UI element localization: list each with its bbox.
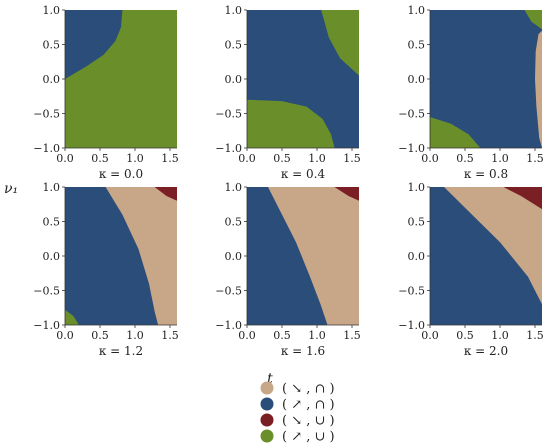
x-tick-label: 1.5 <box>161 329 179 342</box>
region <box>247 187 328 325</box>
x-tick-label: 0.0 <box>421 329 439 342</box>
x-tick-label: 1.0 <box>491 152 509 165</box>
legend-item: ( ↗ , ∩ ) <box>260 397 335 413</box>
legend-label: ( ↘ , ∪ ) <box>282 414 335 429</box>
panel-title: κ = 0.0 <box>99 167 143 181</box>
panel-title: κ = 1.6 <box>281 344 325 358</box>
panel: 1.00.50.0−0.5−1.00.0 0.5 1.0 1.5κ = 1.2 <box>33 181 178 358</box>
y-tick-label: 0.0 <box>408 250 426 263</box>
region <box>65 10 123 79</box>
x-tick-label: 0.5 <box>91 152 109 165</box>
y-tick-label: 0.0 <box>225 250 243 263</box>
y-tick-label: 0.0 <box>43 250 61 263</box>
y-tick-label: 0.5 <box>408 39 426 52</box>
y-tick-label: −1.0 <box>215 319 242 332</box>
y-tick-label: 1.0 <box>225 181 243 194</box>
x-tick-label: 1.5 <box>526 152 544 165</box>
panel-title: κ = 0.4 <box>281 167 326 181</box>
legend-item: ( ↘ , ∪ ) <box>260 413 335 429</box>
x-axis-label: t <box>267 371 273 387</box>
x-tick-label: 1.5 <box>343 152 361 165</box>
x-tick-label: 0.5 <box>456 329 474 342</box>
region <box>247 99 335 148</box>
y-tick-label: −1.0 <box>33 319 60 332</box>
panel-title: κ = 1.2 <box>99 344 143 358</box>
x-tick-label: 1.0 <box>126 329 144 342</box>
y-tick-label: −0.5 <box>33 108 60 121</box>
y-tick-label: 1.0 <box>225 4 243 17</box>
y-tick-label: 0.0 <box>225 73 243 86</box>
x-tick-label: 0.0 <box>421 152 439 165</box>
y-tick-label: −1.0 <box>398 319 425 332</box>
legend-swatch <box>260 413 274 427</box>
region <box>321 10 359 76</box>
x-tick-label: 0.5 <box>91 329 109 342</box>
y-tick-label: −0.5 <box>215 108 242 121</box>
region <box>334 187 359 201</box>
legend-label: ( ↗ , ∪ ) <box>282 430 335 444</box>
panel: 1.00.50.0−0.5−1.00.0 0.5 1.0 1.5κ = 0.0 <box>33 4 178 181</box>
x-tick-label: 0.5 <box>273 152 291 165</box>
y-tick-label: 0.5 <box>225 216 243 229</box>
region <box>65 309 79 325</box>
x-tick-label: 0.0 <box>238 152 256 165</box>
y-tick-label: 0.5 <box>225 39 243 52</box>
region <box>535 30 542 149</box>
legend-label: ( ↘ , ∩ ) <box>282 382 335 397</box>
x-tick-label: 1.0 <box>308 329 326 342</box>
y-axis-label: ν₁ <box>4 181 18 197</box>
y-tick-label: −1.0 <box>215 142 242 155</box>
x-tick-label: 0.0 <box>56 329 74 342</box>
x-tick-label: 1.0 <box>126 152 144 165</box>
x-tick-label: 1.0 <box>491 329 509 342</box>
y-tick-label: 1.0 <box>408 181 426 194</box>
y-tick-label: 1.0 <box>43 4 61 17</box>
panel: 1.00.50.0−0.5−1.00.0 0.5 1.0 1.5κ = 2.0 <box>398 181 543 358</box>
x-tick-label: 0.0 <box>238 329 256 342</box>
y-tick-label: −0.5 <box>398 108 425 121</box>
legend-swatch <box>260 429 274 443</box>
region <box>65 187 159 325</box>
y-tick-label: −1.0 <box>33 142 60 155</box>
y-tick-label: 0.0 <box>408 73 426 86</box>
panel-title: κ = 0.8 <box>464 167 508 181</box>
legend-item: ( ↗ , ∪ ) <box>260 429 335 444</box>
x-tick-label: 1.5 <box>343 329 361 342</box>
y-tick-label: −0.5 <box>33 285 60 298</box>
y-tick-label: 0.5 <box>408 216 426 229</box>
y-tick-label: 0.0 <box>43 73 61 86</box>
x-tick-label: 0.5 <box>273 329 291 342</box>
legend-swatch <box>260 397 274 411</box>
y-tick-label: −0.5 <box>215 285 242 298</box>
region <box>154 187 177 201</box>
y-tick-label: 0.5 <box>43 216 61 229</box>
legend: ( ↘ , ∩ )( ↗ , ∩ )( ↘ , ∪ )( ↗ , ∪ ) <box>260 381 335 444</box>
x-tick-label: 0.5 <box>456 152 474 165</box>
panel: 1.00.50.0−0.5−1.00.0 0.5 1.0 1.5κ = 1.6 <box>215 181 360 358</box>
region <box>430 117 481 148</box>
legend-swatch <box>260 381 274 395</box>
y-tick-label: −1.0 <box>398 142 425 155</box>
x-tick-label: 1.5 <box>526 329 544 342</box>
y-tick-label: −0.5 <box>398 285 425 298</box>
legend-label: ( ↗ , ∩ ) <box>282 398 335 413</box>
panel-grid: 1.00.50.0−0.5−1.00.0 0.5 1.0 1.5κ = 0.01.00… <box>33 4 543 358</box>
panel: 1.00.50.0−0.5−1.00.0 0.5 1.0 1.5κ = 0.4 <box>215 4 360 181</box>
region <box>430 187 542 325</box>
y-tick-label: 1.0 <box>408 4 426 17</box>
panel-title: κ = 2.0 <box>464 344 508 358</box>
x-tick-label: 0.0 <box>56 152 74 165</box>
legend-item: ( ↘ , ∩ ) <box>260 381 335 397</box>
x-tick-label: 1.5 <box>161 152 179 165</box>
panel: 1.00.50.0−0.5−1.00.0 0.5 1.0 1.5κ = 0.8 <box>398 4 543 181</box>
region <box>503 187 542 210</box>
region <box>524 10 542 30</box>
y-tick-label: 0.5 <box>43 39 61 52</box>
y-tick-label: 1.0 <box>43 181 61 194</box>
x-tick-label: 1.0 <box>308 152 326 165</box>
